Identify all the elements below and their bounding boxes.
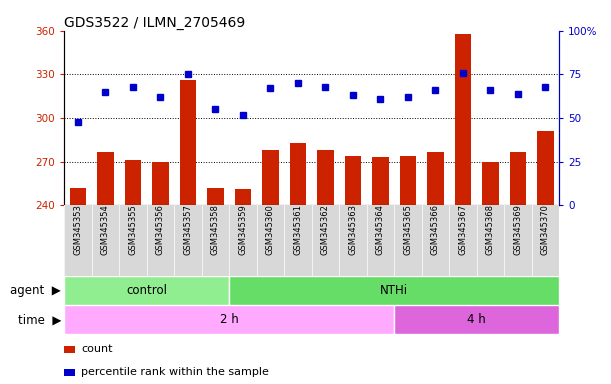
Bar: [455, 34, 471, 205]
Bar: [372, 157, 389, 205]
Text: control: control: [126, 285, 167, 297]
Text: percentile rank within the sample: percentile rank within the sample: [81, 367, 269, 377]
Bar: [235, 189, 251, 205]
Bar: [317, 150, 334, 205]
Bar: [207, 188, 224, 205]
Bar: [482, 162, 499, 205]
Text: 4 h: 4 h: [467, 313, 486, 326]
Bar: [64, 305, 394, 334]
Bar: [64, 276, 229, 305]
Bar: [427, 152, 444, 205]
Text: 2 h: 2 h: [220, 313, 238, 326]
Bar: [262, 150, 279, 205]
Text: GDS3522 / ILMN_2705469: GDS3522 / ILMN_2705469: [64, 16, 246, 30]
Bar: [400, 156, 416, 205]
Text: NTHi: NTHi: [380, 285, 408, 297]
Bar: [152, 162, 169, 205]
Bar: [70, 188, 86, 205]
Text: agent  ▶: agent ▶: [10, 285, 61, 297]
Bar: [290, 143, 306, 205]
Text: time  ▶: time ▶: [18, 313, 61, 326]
Text: count: count: [81, 344, 113, 354]
Bar: [345, 156, 361, 205]
Bar: [125, 160, 141, 205]
Bar: [229, 276, 559, 305]
Bar: [180, 80, 196, 205]
Bar: [537, 131, 554, 205]
Bar: [97, 152, 114, 205]
Bar: [394, 305, 559, 334]
Bar: [510, 152, 526, 205]
